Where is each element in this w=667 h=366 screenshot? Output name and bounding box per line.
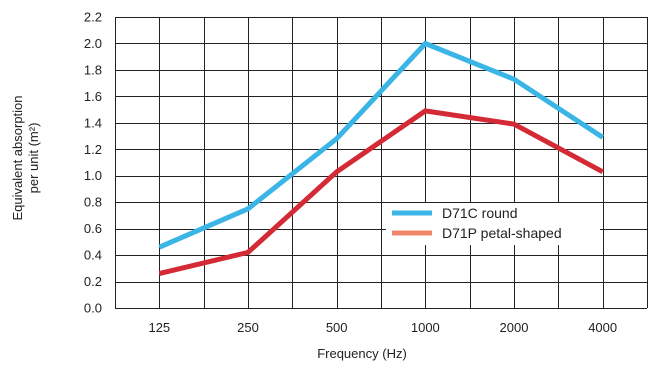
y-tick-label: 1.2	[84, 142, 102, 157]
y-axis-label-line1: Equivalent absorption	[10, 95, 25, 220]
legend-label-d71c: D71C round	[442, 205, 518, 221]
x-tick-label: 500	[326, 320, 348, 335]
y-tick-label: 0.6	[84, 221, 102, 236]
x-tick-label: 1000	[411, 320, 440, 335]
grid	[115, 17, 648, 309]
y-axis-ticks: 0.0 0.2 0.4 0.6 0.8 1.0 1.2 1.4 1.6 1.8 2.0 2.2	[84, 10, 102, 316]
y-tick-label: 0.8	[84, 195, 102, 210]
x-axis-label: Frequency (Hz)	[317, 346, 407, 361]
x-tick-label: 4000	[588, 320, 617, 335]
legend-label-d71p: D71P petal-shaped	[442, 225, 562, 241]
y-tick-label: 0.4	[84, 248, 102, 263]
y-axis-label-line2: per unit (m²)	[26, 123, 41, 194]
y-tick-label: 1.8	[84, 62, 102, 77]
legend-background	[386, 203, 600, 245]
y-tick-label: 0.2	[84, 274, 102, 289]
x-tick-label: 250	[237, 320, 259, 335]
y-tick-label: 1.6	[84, 89, 102, 104]
y-tick-label: 2.2	[84, 10, 102, 25]
y-tick-label: 1.0	[84, 168, 102, 183]
x-tick-label: 2000	[500, 320, 529, 335]
y-tick-label: 0.0	[84, 301, 102, 316]
x-tick-label: 125	[148, 320, 170, 335]
series-line-d71c	[158, 40, 605, 250]
x-axis-ticks: 125 250 500 1000 2000 4000	[148, 320, 617, 335]
legend: D71C round D71P petal-shaped	[386, 203, 600, 245]
series-line-d71p	[158, 108, 604, 277]
series-lines	[158, 40, 605, 277]
y-tick-label: 1.4	[84, 115, 102, 130]
y-tick-label: 2.0	[84, 36, 102, 51]
